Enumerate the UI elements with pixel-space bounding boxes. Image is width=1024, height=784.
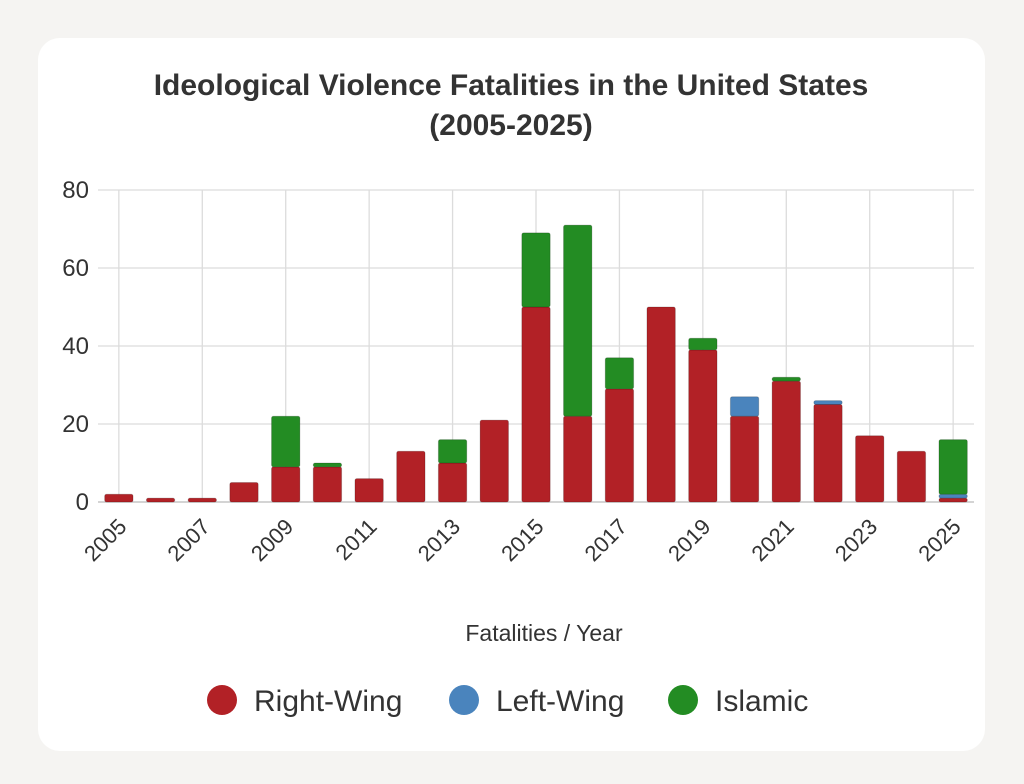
bar-right-wing-2013 [437, 462, 468, 503]
bar-right-wing-2021 [771, 380, 801, 503]
x-tick-label: 2007 [163, 514, 215, 566]
bar-right-wing-2023 [855, 435, 885, 503]
y-axis-ticks: 0 20 40 60 80 [62, 177, 89, 516]
legend-label-left-wing: Left-Wing [496, 685, 624, 718]
bar-right-wing-2018 [646, 306, 676, 503]
chart-title-line-1: Ideological Violence Fatalities in the U… [154, 69, 869, 102]
bar-islamic-2019 [688, 337, 718, 351]
bar-right-wing-2007 [187, 497, 217, 503]
bar-right-wing-2019 [688, 349, 718, 503]
bar-left-wing-2025 [938, 493, 968, 499]
bars [104, 224, 968, 503]
bar-islamic-2021 [771, 376, 801, 382]
bar-right-wing-2015 [521, 306, 551, 503]
bar-islamic-2009 [271, 415, 301, 468]
bar-right-wing-2009 [271, 466, 301, 503]
x-tick-label: 2005 [79, 514, 131, 566]
bar-right-wing-2005 [104, 493, 134, 503]
bar-right-wing-2025 [938, 497, 968, 503]
chart-card: Ideological Violence Fatalities in the U… [38, 38, 985, 751]
chart-title-line-2: (2005-2025) [429, 109, 592, 142]
legend-marker-left-wing [449, 685, 479, 715]
y-tick-label: 20 [62, 411, 89, 438]
bar-right-wing-2006 [145, 497, 176, 503]
bar-islamic-2010 [312, 462, 343, 468]
bar-right-wing-2020 [729, 415, 760, 503]
bar-left-wing-2022 [813, 400, 843, 406]
bar-right-wing-2022 [813, 404, 843, 503]
bar-right-wing-2014 [479, 419, 509, 503]
bar-islamic-2013 [437, 439, 468, 464]
bar-islamic-2015 [521, 232, 551, 308]
x-tick-label: 2013 [413, 514, 465, 566]
bar-left-wing-2020 [729, 396, 760, 417]
x-tick-label: 2019 [663, 514, 715, 566]
x-tick-label: 2021 [747, 514, 799, 566]
bar-right-wing-2008 [229, 482, 259, 503]
bar-islamic-2017 [604, 357, 635, 390]
x-tick-label: 2017 [580, 514, 632, 566]
y-tick-label: 80 [62, 177, 89, 204]
bar-right-wing-2012 [396, 450, 426, 503]
y-tick-label: 60 [62, 255, 89, 282]
x-axis-ticks: 2005 2007 2009 2011 2013 2015 2017 2019 2021 2023… [79, 514, 966, 566]
bar-right-wing-2017 [604, 388, 635, 503]
x-tick-label: 2011 [331, 514, 382, 565]
legend: Right-Wing Left-Wing Islamic [207, 685, 808, 718]
y-tick-label: 40 [62, 333, 89, 360]
x-tick-label: 2015 [496, 514, 548, 566]
bar-right-wing-2016 [563, 415, 593, 503]
legend-label-right-wing: Right-Wing [254, 685, 402, 718]
legend-marker-islamic [668, 685, 698, 715]
chart-svg: Ideological Violence Fatalities in the U… [62, 69, 974, 718]
x-tick-label: 2025 [913, 514, 965, 566]
bar-right-wing-2024 [896, 450, 927, 503]
x-tick-label: 2009 [246, 514, 298, 566]
bar-islamic-2016 [563, 224, 593, 417]
y-tick-label: 0 [76, 489, 89, 516]
bar-islamic-2025 [938, 439, 968, 495]
x-tick-label: 2023 [830, 514, 882, 566]
legend-marker-right-wing [207, 685, 237, 715]
bar-right-wing-2011 [354, 478, 384, 503]
x-axis-label: Fatalities / Year [465, 620, 623, 646]
bar-right-wing-2010 [312, 466, 343, 503]
legend-label-islamic: Islamic [715, 685, 808, 718]
